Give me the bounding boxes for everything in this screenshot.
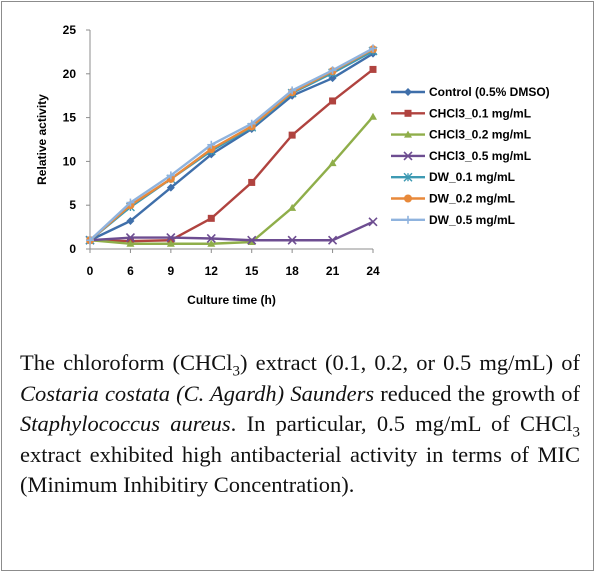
legend-marker: [404, 88, 412, 96]
series-line: [89, 220, 374, 242]
line-chart: 0 5 10 15 20 25 0 6 9 12 15 18 21 24 Control (0.5% DM…: [35, 23, 550, 307]
caption-bacteria-name: Staphylococcus aureus: [20, 411, 231, 436]
data-point: [288, 86, 297, 95]
legend-item-1: Control (0.5% DMSO): [391, 85, 550, 99]
marker-stroke: [368, 217, 378, 227]
series-line: [89, 68, 374, 243]
caption-species-name: Costaria costata (C. Agardh) Saunders: [20, 380, 375, 406]
legend-item-3: CHCl3_0.2 mg/mL: [391, 128, 531, 142]
series-line: [89, 47, 374, 242]
marker-stroke: [166, 233, 176, 243]
series-line: [89, 115, 374, 245]
data-point: [248, 178, 256, 186]
data-point: [369, 44, 377, 53]
data-point: [369, 65, 377, 73]
series-7: [86, 44, 377, 245]
data-point: [126, 239, 135, 247]
x-tick-label: 18: [285, 264, 299, 278]
legend-label: DW_0.5 mg/mL: [429, 213, 515, 227]
x-tick-label: 21: [326, 264, 340, 278]
data-point: [287, 235, 297, 245]
caption-text: The chloroform (CHCl: [20, 350, 233, 375]
data-point: [207, 214, 215, 222]
legend-marker: [404, 130, 412, 138]
legend-marker: [403, 172, 413, 182]
marker-stroke: [328, 235, 338, 245]
series-layer: [85, 44, 378, 247]
legend-label: DW_0.1 mg/mL: [429, 170, 515, 184]
series-1: [86, 49, 377, 245]
data-point: [329, 97, 337, 105]
legend-label: DW_0.2 mg/mL: [429, 192, 515, 206]
legend-label: CHCl3_0.5 mg/mL: [429, 149, 531, 163]
series-line: [89, 52, 374, 242]
data-point: [207, 140, 216, 149]
x-tick-label: 24: [366, 264, 380, 278]
data-point: [166, 239, 175, 247]
chart-axes: 0 5 10 15 20 25 0 6 9 12 15 18 21 24: [63, 23, 380, 278]
data-point: [328, 74, 337, 83]
legend-label: CHCl3_0.1 mg/mL: [429, 106, 531, 120]
data-point: [247, 235, 257, 245]
y-tick-label: 20: [63, 67, 77, 81]
x-tick-label: 12: [205, 264, 219, 278]
caption-subscript: 3: [572, 424, 581, 441]
data-point: [207, 239, 216, 247]
series-4: [85, 217, 378, 245]
data-point: [328, 159, 337, 167]
caption-text: extract exhibited high antibacterial act…: [20, 441, 580, 498]
marker-stroke: [125, 233, 135, 243]
legend-marker: [404, 194, 412, 203]
data-point: [328, 235, 338, 245]
data-point: [247, 119, 256, 128]
legend-marker: [404, 109, 412, 117]
legend-item-2: CHCl3_0.1 mg/mL: [391, 106, 531, 120]
x-tick-label: 6: [127, 264, 134, 278]
caption-subscript: 3: [232, 363, 240, 380]
data-point: [288, 203, 297, 211]
caption-text: ) extract (0.1, 0.2, or 0.5 mg/mL) of: [239, 350, 580, 375]
caption-text: . In particular, 0.5 mg/mL of CHCl: [230, 411, 573, 436]
legend-item-6: DW_0.2 mg/mL: [391, 192, 515, 206]
y-tick-label: 10: [63, 154, 77, 168]
data-point: [328, 66, 337, 75]
data-point: [125, 233, 135, 243]
legend-item-4: CHCl3_0.5 mg/mL: [391, 149, 531, 163]
data-point: [368, 217, 378, 227]
chart-legend: Control (0.5% DMSO) CHCl3_0.1 mg/mL CHCl3_…: [391, 85, 550, 227]
data-point: [166, 171, 175, 180]
marker-stroke: [206, 233, 216, 244]
marker-stroke: [287, 235, 297, 245]
y-tick-label: 25: [63, 23, 77, 37]
legend-marker: [404, 215, 412, 224]
x-tick-label: 9: [168, 264, 175, 278]
data-point: [369, 112, 377, 120]
data-point: [126, 198, 135, 207]
y-tick-label: 0: [69, 242, 76, 256]
figure-caption: The chloroform (CHCl3) extract (0.1, 0.2…: [20, 348, 580, 501]
data-point: [288, 131, 296, 139]
caption-text: reduced the growth of: [374, 380, 580, 406]
x-tick-label: 0: [87, 264, 94, 278]
y-tick-label: 15: [63, 111, 77, 125]
legend-label: CHCl3_0.2 mg/mL: [429, 128, 531, 142]
legend-item-5: DW_0.1 mg/mL: [391, 170, 515, 184]
data-point: [166, 233, 176, 243]
legend-item-7: DW_0.5 mg/mL: [391, 213, 515, 227]
series-3: [86, 112, 377, 247]
x-tick-label: 15: [245, 264, 259, 278]
data-point: [206, 233, 216, 244]
y-tick-label: 5: [69, 198, 76, 212]
legend-label: Control (0.5% DMSO): [429, 85, 550, 99]
marker-stroke: [247, 235, 257, 245]
data-point: [86, 236, 94, 245]
legend-marker: [403, 151, 413, 161]
marker-stroke: [403, 151, 413, 161]
data-point: [126, 216, 135, 225]
x-axis-title: Culture time (h): [187, 293, 276, 307]
y-axis-title: Relative activity: [35, 94, 49, 185]
data-point: [166, 183, 175, 192]
